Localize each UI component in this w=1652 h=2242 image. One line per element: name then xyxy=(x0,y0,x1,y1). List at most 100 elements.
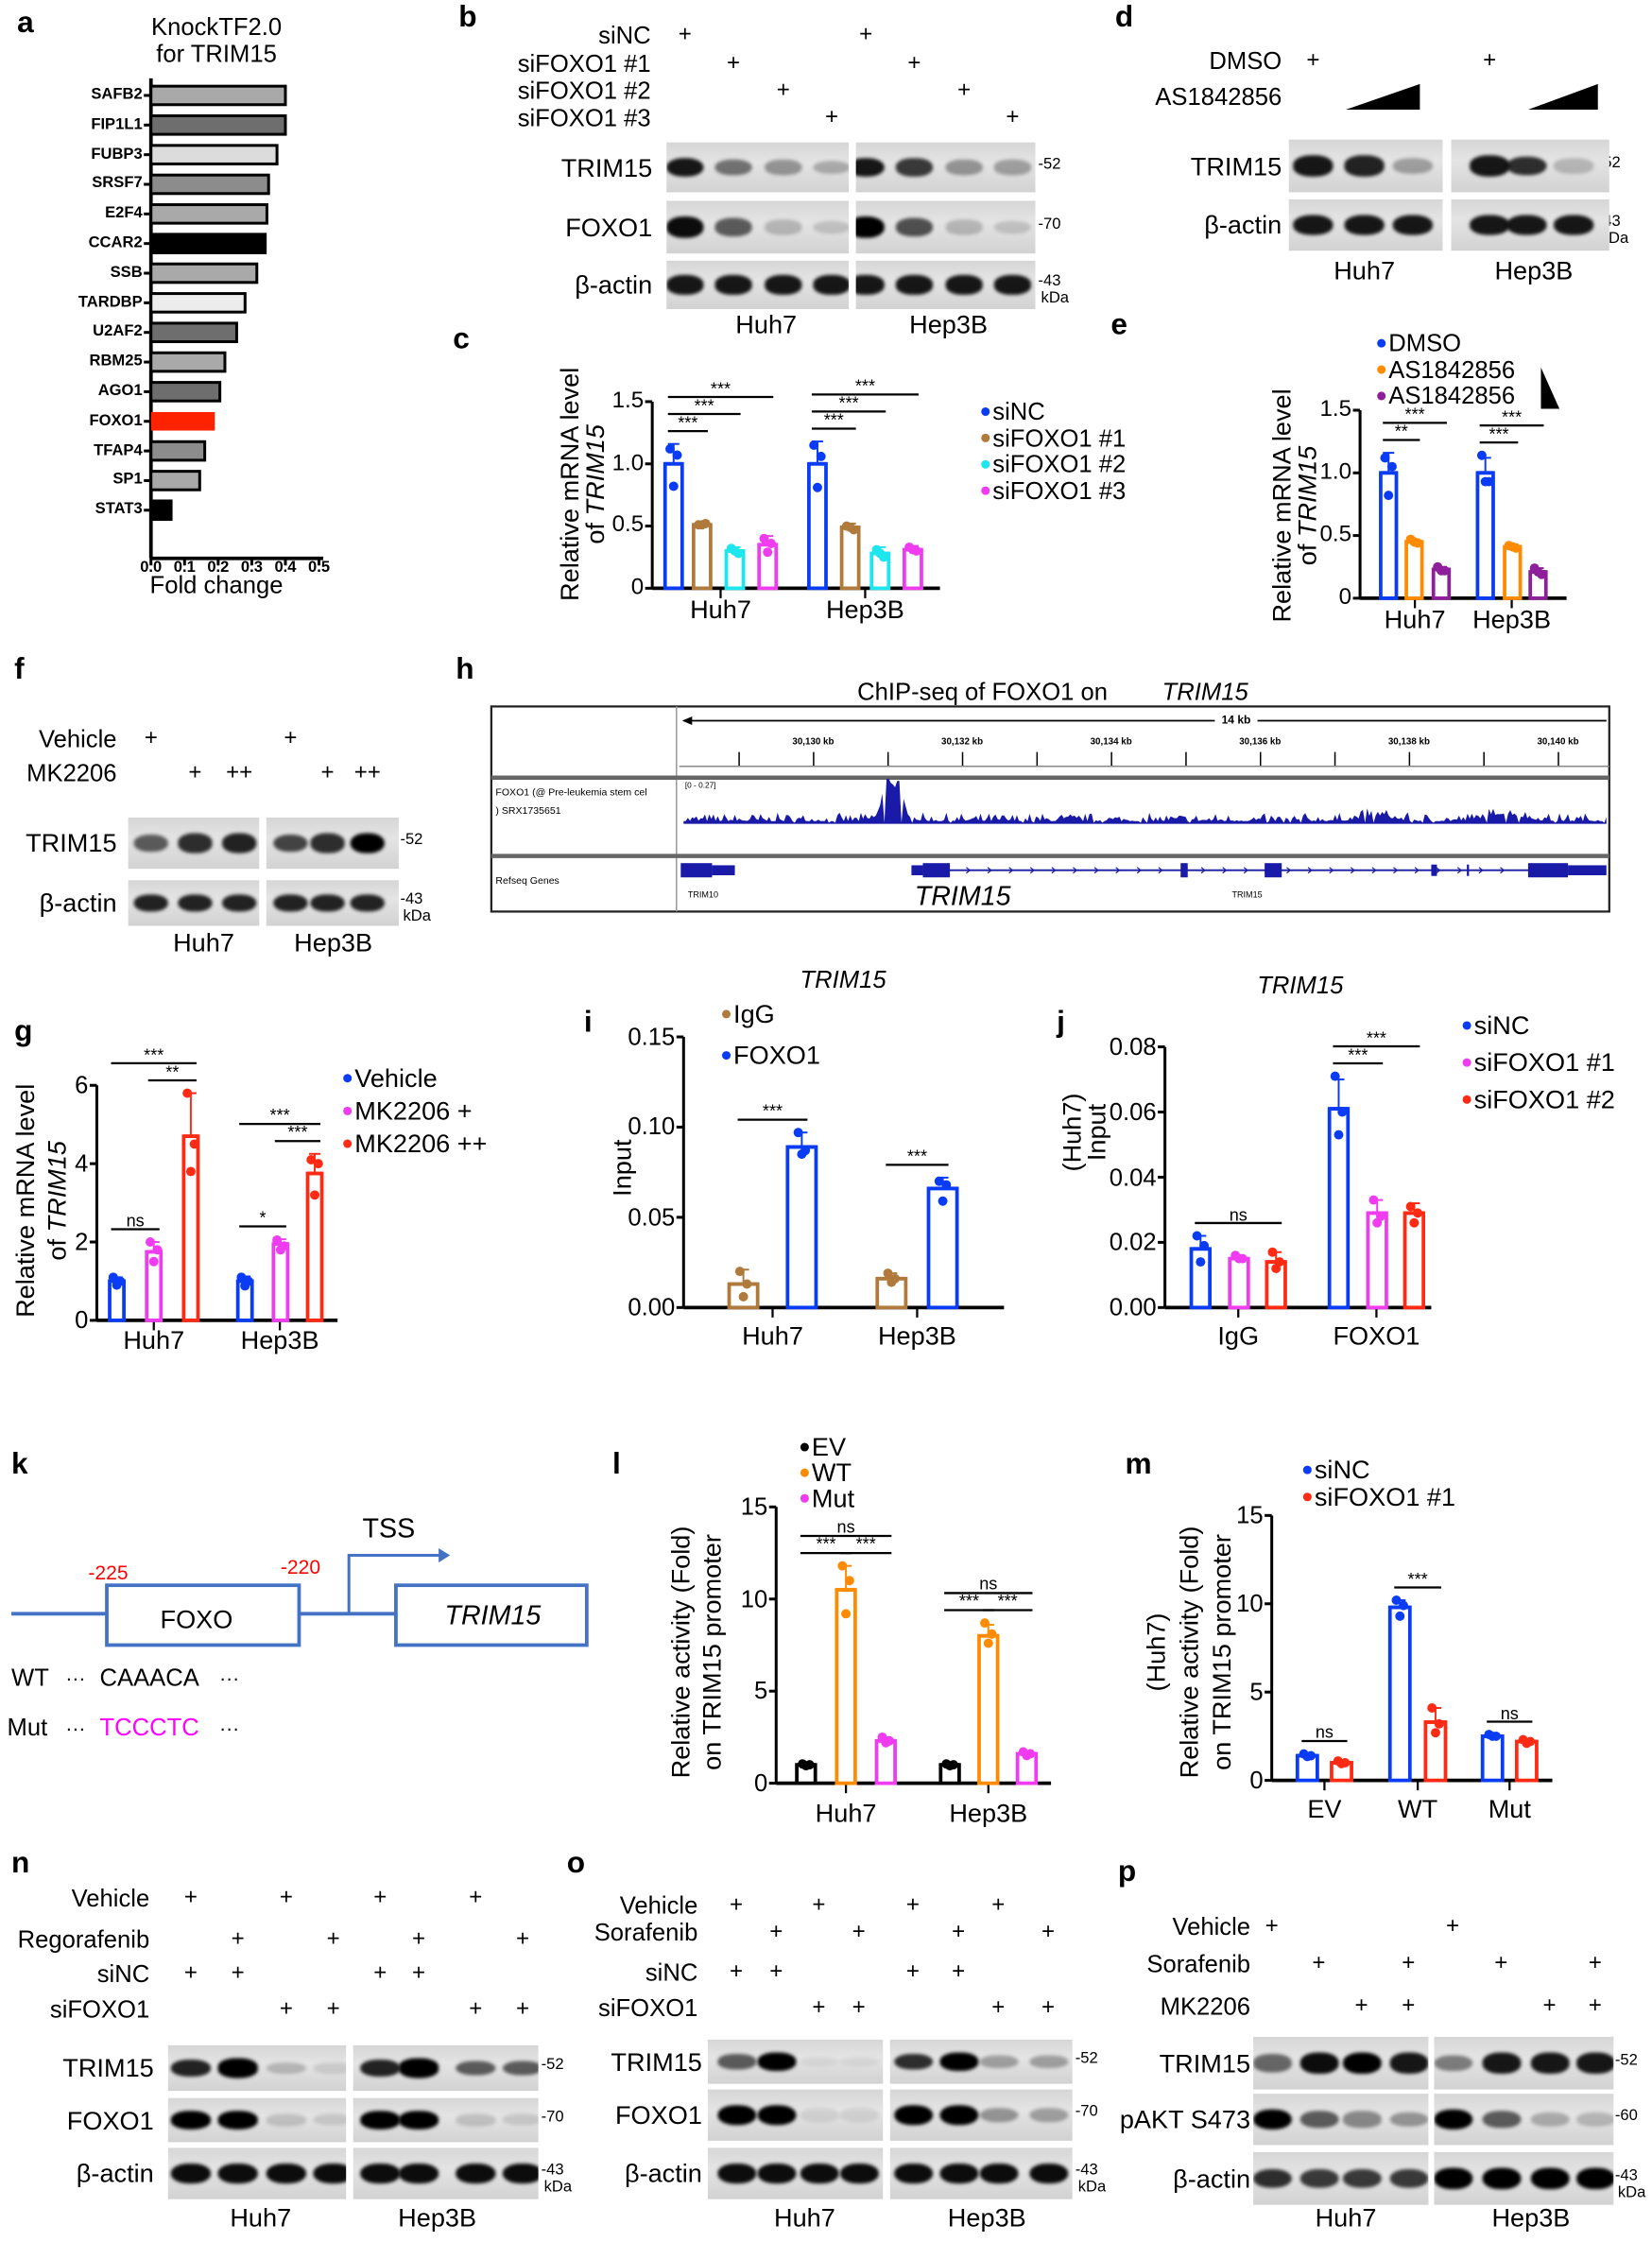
panel-label: a xyxy=(17,6,34,40)
data-point xyxy=(1337,1107,1348,1117)
data-point xyxy=(845,522,855,532)
bar-fip1l1 xyxy=(149,114,287,136)
protein-band xyxy=(170,2163,212,2184)
category-label: FIP1L1 xyxy=(91,115,143,133)
y-tick-label: 0.00 xyxy=(628,1294,676,1321)
treatment-label: Vehicle xyxy=(1172,1913,1251,1941)
y-axis-label: Relative mRNA level xyxy=(1267,388,1296,622)
protein-band xyxy=(1028,2163,1068,2184)
cell-line-label: Hep3B xyxy=(294,928,373,957)
protein-band xyxy=(855,216,885,238)
significance-label: *** xyxy=(710,378,731,399)
bar xyxy=(1480,1734,1505,1783)
category-label: RBM25 xyxy=(89,353,143,371)
dose-gradient-triangle-icon xyxy=(1527,83,1598,111)
lane-treatment-mark: + xyxy=(1494,1951,1508,1976)
y-axis-label: Input xyxy=(1082,1104,1110,1161)
arrow-left-icon xyxy=(681,716,693,726)
strand-arrow-icon xyxy=(987,867,992,874)
lane-treatment-mark: + xyxy=(678,23,692,47)
blot-image xyxy=(855,142,1036,193)
protein-band xyxy=(313,2163,347,2184)
panel-label: e xyxy=(1110,308,1127,341)
strand-arrow-icon xyxy=(1350,867,1356,874)
lane-treatment-mark: + xyxy=(326,1996,340,2022)
data-point xyxy=(189,1139,199,1149)
legend-marker xyxy=(343,1139,353,1148)
strand-arrow-icon xyxy=(1371,867,1377,874)
significance-label: *** xyxy=(997,1591,1018,1613)
blot-image xyxy=(128,880,260,926)
protein-band xyxy=(133,834,168,853)
blot-image xyxy=(1434,2094,1614,2146)
protein-band xyxy=(800,2108,838,2122)
treatment-label: siFOXO1 #3 xyxy=(517,104,651,132)
lane-treatment-mark: + xyxy=(326,1926,340,1952)
group-label: Hep3B xyxy=(1472,605,1552,634)
blot-row-label: FOXO1 xyxy=(614,2100,702,2130)
protein-band xyxy=(978,2163,1018,2184)
highlighted-gene-label: TRIM15 xyxy=(914,882,1011,913)
protein-band xyxy=(938,2104,978,2126)
x-tick-label: 0.5 xyxy=(308,559,331,577)
lane-treatment-mark: + xyxy=(231,1926,245,1952)
data-point xyxy=(886,1277,897,1287)
molecular-weight-marker: -43 xyxy=(1038,273,1061,291)
data-point xyxy=(812,482,822,492)
protein-band xyxy=(1506,215,1547,235)
y-tick-label: 0.04 xyxy=(1109,1164,1157,1191)
ruler-label: 30,130 kb xyxy=(792,737,835,748)
molecular-weight-marker: -52 xyxy=(400,831,423,849)
lane-treatment-mark: + xyxy=(1041,1920,1056,1944)
protein-band xyxy=(893,2053,933,2070)
protein-band xyxy=(1392,215,1433,235)
legend-label: DMSO xyxy=(1388,329,1462,357)
data-point xyxy=(1196,1257,1206,1268)
lane-treatment-mark: + xyxy=(411,1961,426,1986)
data-point xyxy=(766,539,776,548)
blot-image xyxy=(707,2147,884,2199)
data-point xyxy=(1480,476,1490,487)
cell-line-label: Hep3B xyxy=(1491,2203,1571,2233)
blot-row-label: β-actin xyxy=(575,270,653,300)
legend-marker xyxy=(721,1051,731,1061)
data-point xyxy=(146,1237,155,1247)
protein-band xyxy=(714,275,752,295)
y-axis-label-text: Relative mRNA level xyxy=(555,367,584,601)
treatment-label: Vehicle xyxy=(71,1885,150,1913)
genome-browser-frame xyxy=(490,705,1610,913)
protein-band xyxy=(756,2104,796,2126)
data-point xyxy=(793,1128,803,1138)
data-point xyxy=(1395,1611,1405,1621)
group-label: FOXO1 xyxy=(1333,1321,1420,1351)
lane-treatment-mark: + xyxy=(279,1996,293,2022)
ellipsis: ··· xyxy=(219,1666,240,1690)
data-point xyxy=(1387,461,1397,472)
panel-label: o xyxy=(566,1846,586,1880)
trim15-gene-box xyxy=(394,1583,589,1647)
lane-treatment-mark: + xyxy=(1402,1951,1416,1976)
data-point xyxy=(881,1737,891,1748)
protein-band xyxy=(456,2113,496,2127)
data-point xyxy=(272,1234,283,1245)
legend-marker xyxy=(1377,365,1386,374)
significance-label: *** xyxy=(287,1122,308,1143)
protein-band xyxy=(222,833,257,854)
protein-band xyxy=(839,2163,879,2184)
data-point xyxy=(945,1761,955,1771)
lane-treatment-mark: + xyxy=(905,1959,920,1985)
protein-band xyxy=(895,217,934,237)
wt-label: WT xyxy=(11,1664,49,1692)
protein-band xyxy=(714,159,752,176)
bar xyxy=(807,461,828,591)
legend-label: siNC xyxy=(992,398,1045,425)
bar-sp1 xyxy=(149,470,201,492)
blot-row-label: TRIM15 xyxy=(26,829,117,858)
lane-treatment-mark: + xyxy=(776,78,790,103)
protein-band xyxy=(398,2111,439,2130)
blot-image xyxy=(855,200,1036,254)
legend-marker xyxy=(981,486,990,495)
blot-image xyxy=(855,260,1036,309)
data-point xyxy=(313,1159,323,1169)
y-tick-label: 1.0 xyxy=(611,451,645,475)
